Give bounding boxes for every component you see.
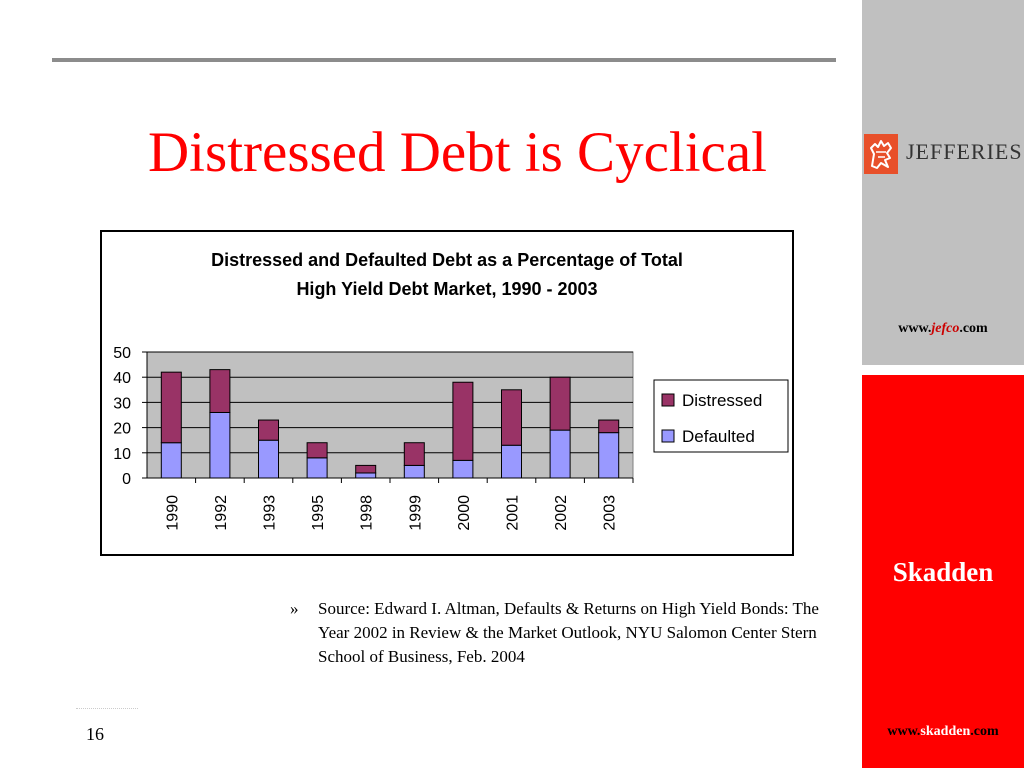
bar-defaulted xyxy=(598,432,620,479)
y-tick-label: 0 xyxy=(122,471,131,488)
bar-distressed xyxy=(160,371,182,444)
x-tick-label: 1992 xyxy=(213,495,230,531)
x-tick-label: 1999 xyxy=(407,495,424,531)
bar-distressed xyxy=(306,442,328,459)
bar-distressed xyxy=(403,442,425,466)
bar-defaulted xyxy=(452,459,474,479)
x-tick-label: 2003 xyxy=(602,495,619,531)
legend-label-defaulted: Defaulted xyxy=(682,427,755,446)
source-note: » Source: Edward I. Altman, Defaults & R… xyxy=(290,597,830,669)
bar-defaulted xyxy=(258,439,279,479)
skadden-link-prefix: www. xyxy=(887,724,921,739)
bar-defaulted xyxy=(355,472,377,479)
bar-defaulted xyxy=(549,429,571,479)
skadden-link[interactable]: www.skadden.com xyxy=(862,724,1024,740)
bar-chart: 0 10 20 30 40 50 1990 1992 1993 1995 1998 1999 2000 2… xyxy=(113,345,789,531)
x-tick-label: 1998 xyxy=(359,495,376,531)
bar-defaulted xyxy=(160,442,182,479)
x-tick-label: 1995 xyxy=(310,495,327,531)
slide-title: Distressed Debt is Cyclical xyxy=(148,121,767,184)
jefco-link[interactable]: www.jefco.com xyxy=(862,321,1024,337)
y-tick-label: 30 xyxy=(113,395,131,412)
jefco-link-prefix: www. xyxy=(898,321,932,336)
legend-swatch-defaulted xyxy=(661,429,675,443)
bar-distressed xyxy=(355,464,377,474)
skadden-link-domain: skadden xyxy=(920,724,971,739)
legend-label-distressed: Distressed xyxy=(682,391,762,410)
legend-box xyxy=(653,379,789,453)
y-tick-label: 50 xyxy=(113,345,131,362)
chart-container: Distressed and Defaulted Debt as a Perce… xyxy=(100,230,794,556)
source-text: Source: Edward I. Altman, Defaults & Ret… xyxy=(318,599,819,666)
source-bullet: » xyxy=(290,599,299,618)
y-tick-label: 10 xyxy=(113,446,131,463)
jefco-link-suffix: .com xyxy=(959,321,988,336)
legend-swatch-distressed xyxy=(661,393,675,407)
bar-distressed xyxy=(209,369,231,413)
skadden-name: Skadden xyxy=(892,557,994,587)
x-tick-label: 1990 xyxy=(164,495,181,531)
chart-title-line-1: Distressed and Defaulted Debt as a Perce… xyxy=(211,250,683,270)
bar-defaulted xyxy=(306,457,328,479)
y-tick-label: 20 xyxy=(113,421,131,438)
jefco-link-domain: jefco xyxy=(931,321,960,336)
bar-distressed xyxy=(598,419,620,434)
footer-divider xyxy=(76,708,138,709)
y-tick-label: 40 xyxy=(113,370,131,387)
bar-defaulted xyxy=(403,464,425,479)
bar-defaulted xyxy=(501,444,522,479)
bar-defaulted xyxy=(209,411,231,479)
sidebar-red-panel xyxy=(862,375,1024,768)
skadden-link-suffix: .com xyxy=(970,724,999,739)
x-tick-label: 2000 xyxy=(456,495,473,531)
bar-distressed xyxy=(501,389,522,446)
jefferies-logo-text: JEFFERIES xyxy=(906,139,1023,164)
sidebar-gray-panel xyxy=(862,0,1024,365)
bar-distressed xyxy=(549,376,571,431)
x-tick-label: 1993 xyxy=(262,495,279,531)
page-number: 16 xyxy=(86,724,104,744)
bar-distressed xyxy=(258,419,279,441)
top-divider xyxy=(52,58,836,62)
chart-title-line-2: High Yield Debt Market, 1990 - 2003 xyxy=(296,279,598,299)
jefferies-logo-icon xyxy=(864,134,898,174)
bar-distressed xyxy=(452,381,474,461)
x-tick-label: 2001 xyxy=(505,495,522,531)
x-tick-label: 2002 xyxy=(553,495,570,531)
